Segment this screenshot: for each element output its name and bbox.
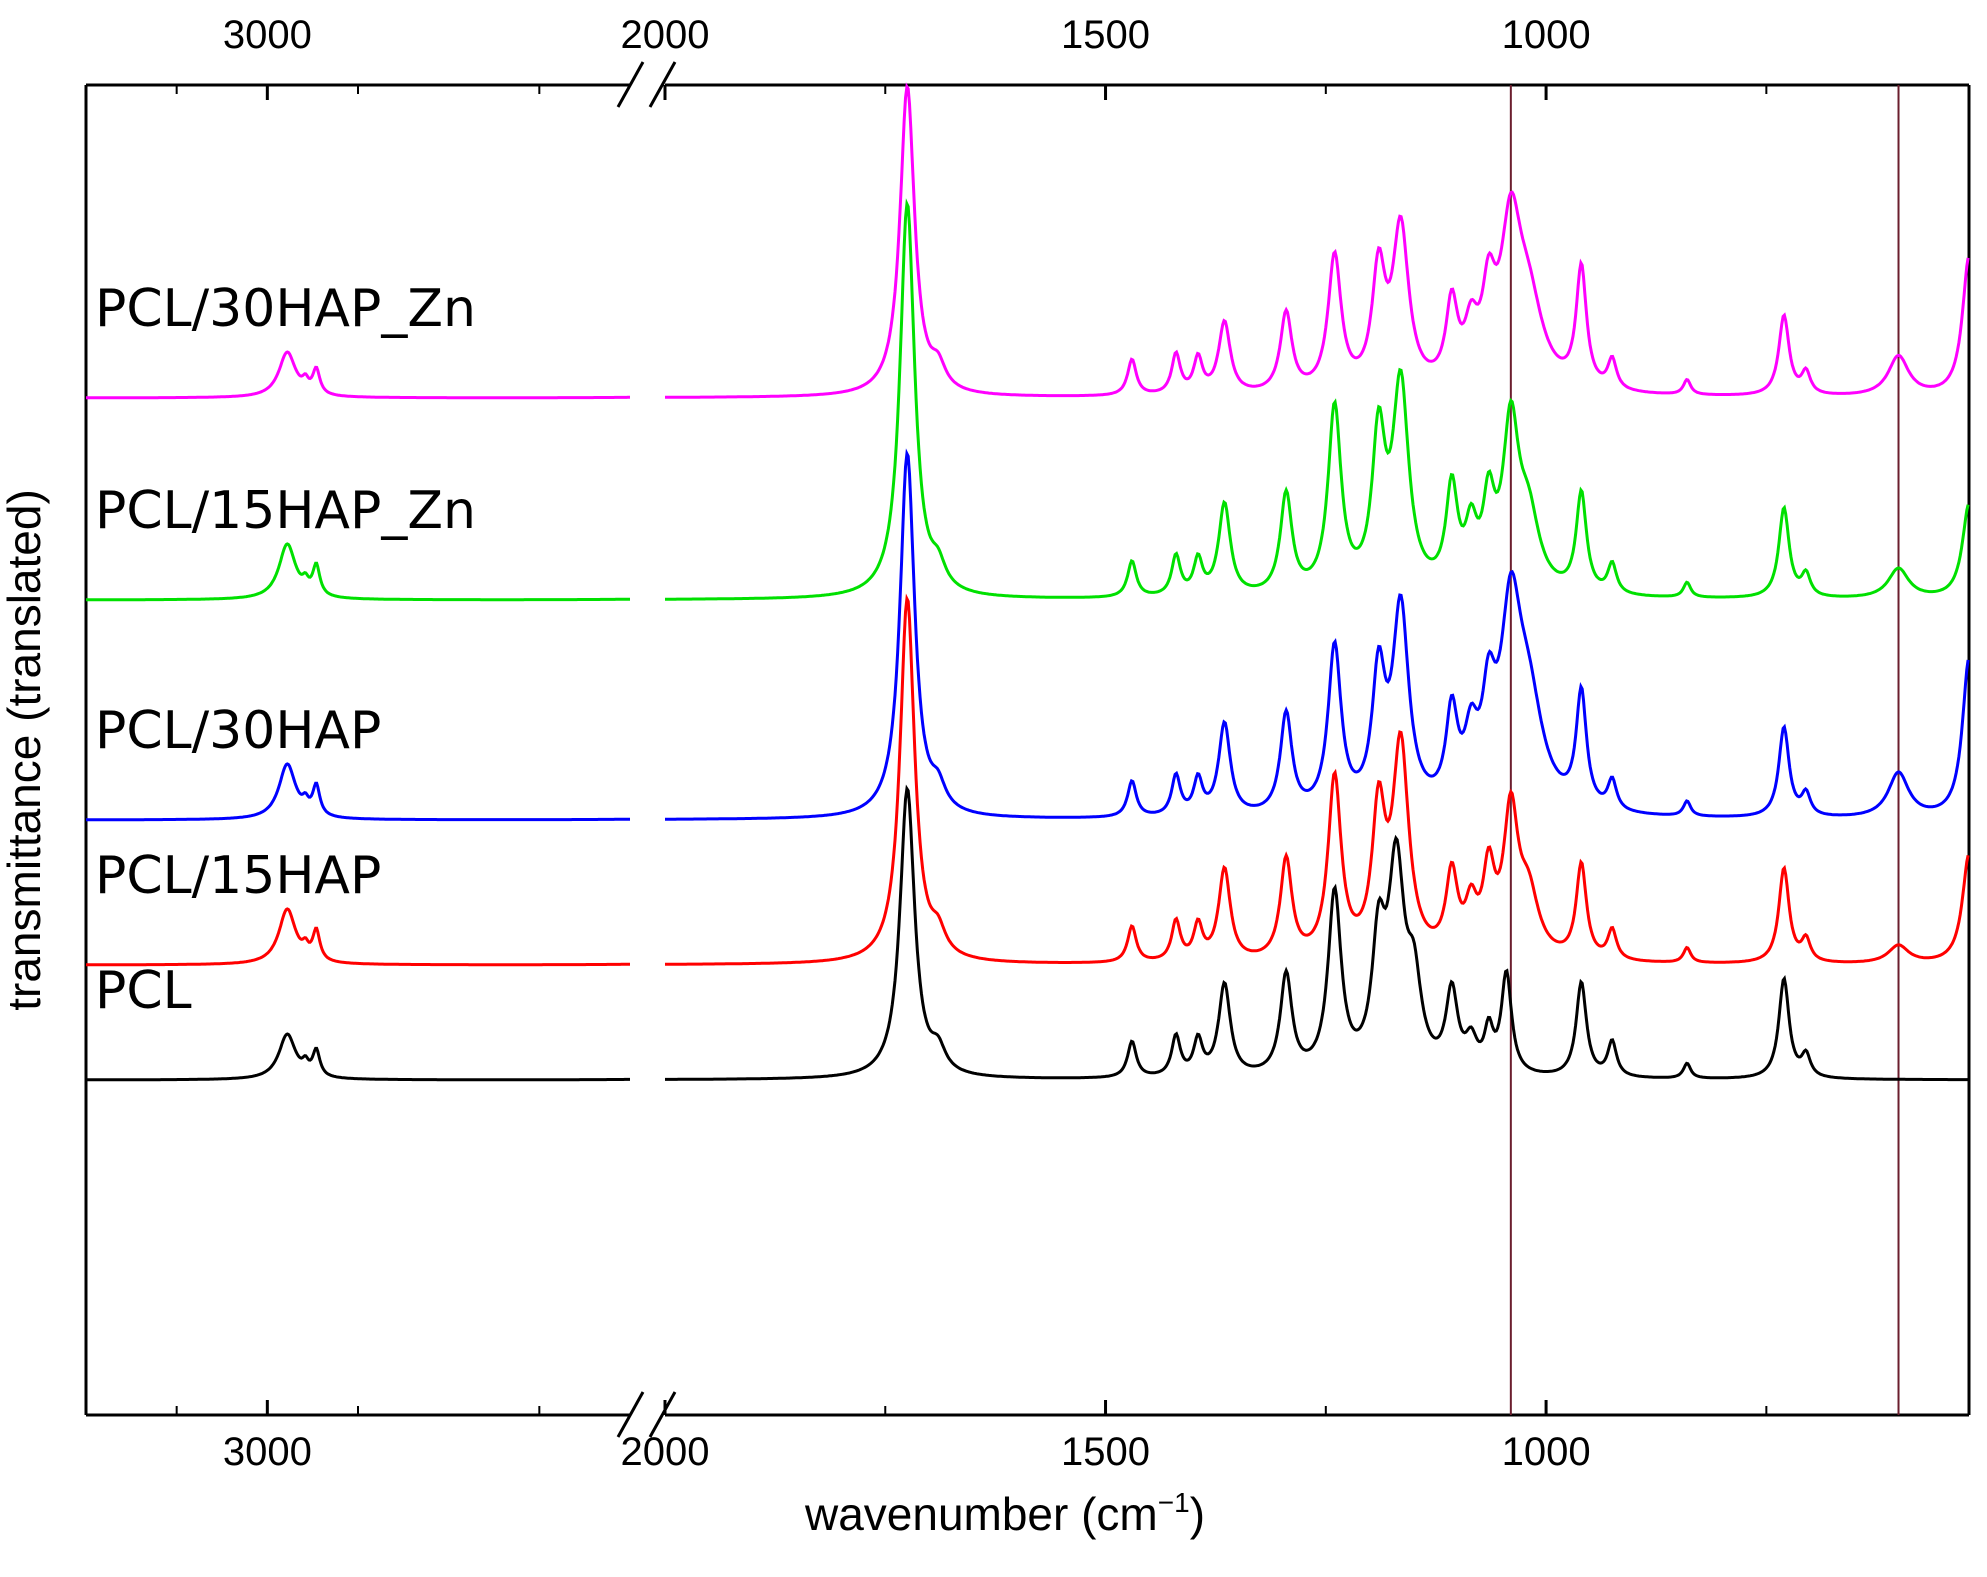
series-label-1: PCL/15HAP [95, 846, 381, 906]
series-line-left-4 [86, 350, 630, 400]
y-axis-title: transmittance (translated) [0, 489, 50, 1011]
series-2 [86, 448, 1970, 822]
axis-ticks: 3000 3000 2000 2000 1500 1500 1000 1000 [175, 13, 1768, 1474]
series-label-3: PCL/15HAP_Zn [95, 481, 476, 541]
series-0 [86, 784, 1969, 1082]
series-group [86, 82, 1970, 1082]
axis-break-top [616, 61, 677, 108]
x-tick-1500-label-top: 1500 [1061, 13, 1150, 57]
x-tick-3000-label-bottom: 3000 [223, 1430, 312, 1474]
series-3 [86, 198, 1970, 602]
series-line-right-0 [665, 784, 1969, 1082]
x-tick-1500-label-bottom: 1500 [1061, 1430, 1150, 1474]
series-4 [86, 82, 1970, 400]
x-tick-1000-label-top: 1000 [1502, 13, 1591, 57]
x-tick-1000-label-bottom: 1000 [1502, 1430, 1591, 1474]
series-line-left-3 [86, 542, 630, 602]
series-label-4: PCL/30HAP_Zn [95, 279, 476, 339]
axis-break-bottom [616, 1391, 677, 1438]
series-line-left-2 [86, 762, 630, 822]
series-labels: PCL PCL/15HAP PCL/30HAP PCL/15HAP_Zn PCL/30H… [95, 279, 476, 1021]
series-line-right-4 [665, 82, 1970, 399]
series-label-0: PCL [95, 961, 192, 1021]
x-tick-3000-label-top: 3000 [223, 13, 312, 57]
series-label-2: PCL/30HAP [95, 701, 381, 761]
series-line-right-2 [665, 448, 1970, 821]
x-axis-title: wavenumber (cm−1) [804, 1487, 1205, 1540]
series-line-right-1 [665, 593, 1970, 966]
series-line-left-0 [86, 1032, 630, 1082]
series-1 [86, 593, 1970, 967]
x-tick-2000-label-top: 2000 [621, 13, 710, 57]
reference-lines [1509, 85, 1900, 1415]
series-line-left-1 [86, 907, 630, 967]
series-line-right-3 [665, 198, 1970, 601]
x-tick-2000-label-bottom: 2000 [621, 1430, 710, 1474]
